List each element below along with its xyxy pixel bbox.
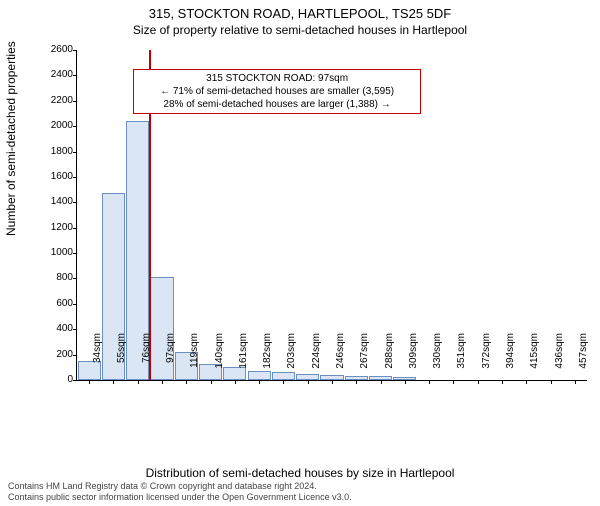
chart-title-sub: Size of property relative to semi-detach… — [0, 23, 600, 37]
x-tick-mark — [138, 380, 139, 384]
y-tick-mark — [73, 152, 77, 153]
y-tick-mark — [73, 380, 77, 381]
y-tick-label: 0 — [47, 375, 73, 385]
annotation-line: 315 STOCKTON ROAD: 97sqm — [138, 72, 416, 85]
x-tick-mark — [235, 380, 236, 384]
y-tick-label: 2200 — [47, 96, 73, 106]
x-tick-label: 457sqm — [578, 333, 589, 375]
x-tick-mark — [429, 380, 430, 384]
x-axis-label: Distribution of semi-detached houses by … — [0, 466, 600, 480]
x-tick-label: 203sqm — [286, 333, 297, 375]
y-tick-label: 1600 — [47, 172, 73, 182]
y-tick-label: 1400 — [47, 197, 73, 207]
chart-container: 0 200 400 600 800 1000 1200 1400 1600 1800 2000 220… — [46, 50, 586, 424]
y-tick-mark — [73, 329, 77, 330]
x-tick-label: 351sqm — [456, 333, 467, 375]
y-tick-mark — [73, 228, 77, 229]
x-tick-label: 182sqm — [262, 333, 273, 375]
x-tick-label: 161sqm — [238, 333, 249, 375]
annotation-box: 315 STOCKTON ROAD: 97sqm← 71% of semi-de… — [133, 69, 421, 114]
x-tick-label: 309sqm — [408, 333, 419, 375]
y-tick-label: 800 — [47, 273, 73, 283]
footer-line-1: Contains HM Land Registry data © Crown c… — [8, 481, 352, 492]
x-tick-label: 372sqm — [481, 333, 492, 375]
x-tick-mark — [453, 380, 454, 384]
y-tick-mark — [73, 355, 77, 356]
y-tick-mark — [73, 177, 77, 178]
x-tick-label: 224sqm — [311, 333, 322, 375]
y-axis-label: Number of semi-detached properties — [4, 41, 18, 236]
y-tick-label: 400 — [47, 324, 73, 334]
y-tick-label: 2400 — [47, 70, 73, 80]
x-tick-label: 436sqm — [554, 333, 565, 375]
footer-line-2: Contains public sector information licen… — [8, 492, 352, 503]
x-tick-mark — [186, 380, 187, 384]
y-tick-mark — [73, 75, 77, 76]
x-tick-mark — [113, 380, 114, 384]
y-tick-mark — [73, 50, 77, 51]
y-tick-label: 2000 — [47, 121, 73, 131]
x-tick-mark — [259, 380, 260, 384]
x-tick-mark — [162, 380, 163, 384]
x-tick-mark — [356, 380, 357, 384]
x-tick-mark — [283, 380, 284, 384]
x-tick-mark — [478, 380, 479, 384]
y-tick-label: 600 — [47, 299, 73, 309]
x-tick-mark — [211, 380, 212, 384]
y-tick-mark — [73, 304, 77, 305]
y-tick-mark — [73, 278, 77, 279]
y-tick-mark — [73, 202, 77, 203]
x-tick-label: 267sqm — [359, 333, 370, 375]
x-tick-mark — [89, 380, 90, 384]
plot-area: 0200400600800100012001400160018002000220… — [76, 50, 587, 381]
x-tick-mark — [308, 380, 309, 384]
x-tick-mark — [502, 380, 503, 384]
x-tick-label: 246sqm — [335, 333, 346, 375]
x-tick-label: 288sqm — [384, 333, 395, 375]
x-tick-label: 330sqm — [432, 333, 443, 375]
x-tick-mark — [575, 380, 576, 384]
x-tick-mark — [332, 380, 333, 384]
y-tick-mark — [73, 126, 77, 127]
y-tick-label: 2600 — [47, 45, 73, 55]
x-tick-mark — [381, 380, 382, 384]
y-tick-label: 1200 — [47, 223, 73, 233]
y-tick-label: 1800 — [47, 147, 73, 157]
annotation-line: ← 71% of semi-detached houses are smalle… — [138, 85, 416, 98]
y-tick-label: 1000 — [47, 248, 73, 258]
y-tick-label: 200 — [47, 350, 73, 360]
x-tick-label: 415sqm — [529, 333, 540, 375]
annotation-line: 28% of semi-detached houses are larger (… — [138, 98, 416, 111]
y-tick-mark — [73, 101, 77, 102]
x-tick-mark — [551, 380, 552, 384]
y-tick-mark — [73, 253, 77, 254]
x-tick-label: 394sqm — [505, 333, 516, 375]
x-tick-mark — [526, 380, 527, 384]
chart-title-main: 315, STOCKTON ROAD, HARTLEPOOL, TS25 5DF — [0, 6, 600, 21]
x-tick-mark — [405, 380, 406, 384]
